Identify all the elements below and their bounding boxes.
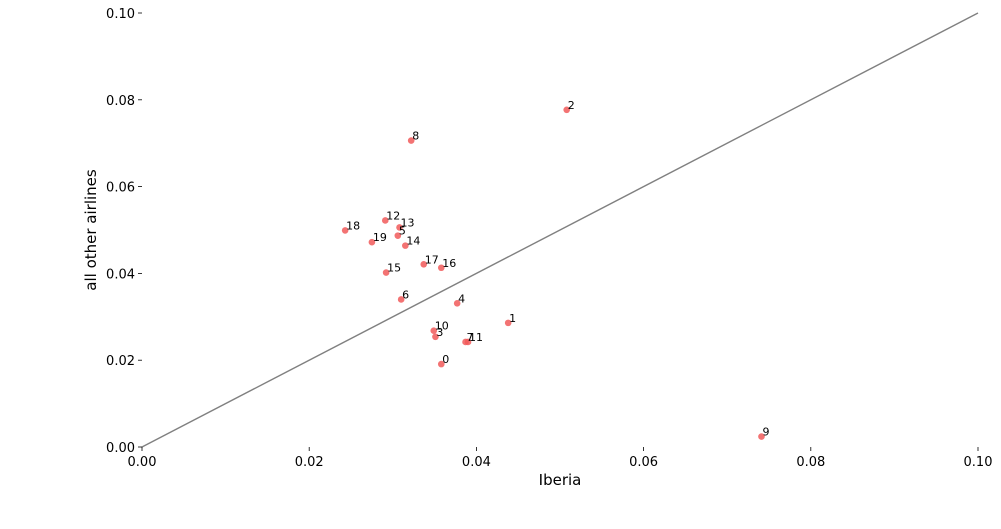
y-tick-label: 0.00	[106, 441, 135, 456]
data-point-8	[407, 137, 415, 144]
data-point-label-3: 3	[436, 326, 443, 339]
y-axis-ticks: 0.00 0.02 0.04 0.06 0.08 0.10	[106, 7, 142, 456]
y-tick-label: 0.10	[106, 7, 135, 22]
data-point-2	[563, 106, 570, 114]
data-point-label-0: 0	[442, 353, 449, 366]
data-point-label-5: 5	[399, 225, 406, 238]
y-tick-label: 0.06	[106, 181, 135, 196]
data-point-label-6: 6	[402, 288, 409, 301]
x-tick-label: 0.04	[462, 455, 491, 470]
data-point-label-13: 13	[400, 216, 414, 229]
y-axis-label: all other airlines	[82, 169, 100, 291]
data-point-label-11: 11	[469, 331, 483, 344]
data-point-label-2: 2	[568, 99, 575, 112]
x-tick-label: 0.00	[128, 455, 157, 470]
reference-diagonal-line	[141, 12, 979, 448]
data-point-14	[402, 242, 409, 249]
data-point-11	[464, 338, 472, 346]
data-point-label-16: 16	[442, 257, 456, 270]
y-tick-label: 0.04	[106, 267, 135, 282]
data-point-label-12: 12	[386, 209, 400, 222]
data-point-label-19: 19	[373, 231, 387, 244]
x-tick-label: 0.10	[964, 455, 993, 470]
data-point-label-10: 10	[435, 320, 449, 333]
data-point-label-4: 4	[458, 292, 465, 305]
data-point-18	[341, 227, 349, 234]
x-tick-label: 0.08	[796, 455, 825, 470]
x-tick-label: 0.06	[629, 455, 658, 470]
data-point-label-1: 1	[509, 312, 516, 325]
data-point-label-7: 7	[467, 331, 474, 344]
data-point-1	[504, 319, 512, 327]
data-point-6	[397, 296, 405, 303]
x-axis-ticks: 0.00 0.02 0.04 0.06 0.08 0.10	[128, 447, 993, 470]
data-point-3	[432, 333, 439, 341]
data-point-19	[368, 238, 376, 246]
data-point-label-15: 15	[387, 262, 401, 275]
y-tick-label: 0.08	[106, 94, 135, 109]
x-tick-label: 0.02	[295, 455, 324, 470]
data-point-label-8: 8	[412, 130, 419, 143]
data-point-10	[430, 327, 438, 334]
data-point-9	[758, 433, 765, 440]
data-point-label-14: 14	[406, 235, 420, 248]
x-axis-label: Iberia	[539, 471, 582, 489]
data-point-5	[394, 232, 402, 239]
data-point-13	[396, 224, 403, 231]
data-point-4	[453, 300, 461, 307]
data-point-label-17: 17	[425, 253, 439, 266]
data-point-label-18: 18	[346, 219, 360, 232]
y-tick-label: 0.02	[106, 354, 135, 369]
data-points	[341, 106, 765, 440]
data-point-12	[381, 217, 389, 224]
data-point-16	[437, 264, 445, 272]
data-point-label-9: 9	[762, 426, 769, 439]
data-point-0	[437, 360, 445, 368]
data-point-15	[382, 269, 390, 276]
data-point-17	[420, 260, 428, 268]
